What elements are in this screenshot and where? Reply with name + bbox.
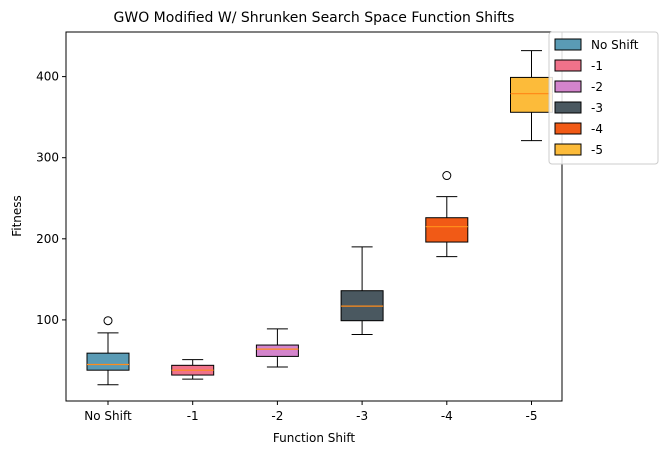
outlier-point: [442, 171, 452, 181]
box-0: [86, 316, 130, 386]
legend-item: -1: [554, 59, 603, 73]
box-1: [171, 359, 215, 380]
legend-label: -4: [591, 122, 603, 136]
box-4: [425, 171, 469, 258]
x-tick-label: -3: [356, 409, 368, 423]
box-iqr: [86, 352, 130, 371]
box-2: [255, 328, 299, 368]
legend-label: -5: [591, 143, 603, 157]
box-iqr: [255, 344, 299, 357]
x-tick-label: -5: [526, 409, 538, 423]
y-tick-label: 200: [36, 232, 59, 246]
box-iqr: [510, 76, 553, 113]
legend-swatch: [554, 59, 582, 72]
legend-item: -4: [554, 122, 603, 136]
box-3: [340, 246, 384, 335]
y-axis-label: Fitness: [10, 195, 24, 237]
legend-label: -1: [591, 59, 603, 73]
legend-swatch: [554, 122, 582, 135]
legend-swatch: [554, 101, 582, 114]
x-tick-label: -4: [441, 409, 453, 423]
legend-swatch: [554, 143, 582, 156]
legend-label: No Shift: [591, 38, 639, 52]
legend-label: -2: [591, 80, 603, 94]
x-axis-label: Function Shift: [273, 431, 355, 445]
y-tick-label: 300: [36, 151, 59, 165]
box-iqr: [425, 217, 469, 243]
legend-label: -3: [591, 101, 603, 115]
chart-title: GWO Modified W/ Shrunken Search Space Fu…: [114, 10, 515, 26]
legend-item: -2: [554, 80, 603, 94]
plot-frame: [65, 31, 563, 402]
outlier-point: [103, 316, 113, 326]
box-5: [510, 50, 553, 142]
x-tick-label: -2: [271, 409, 283, 423]
legend: No Shift -1 -2 -3 -4 -5: [548, 31, 659, 165]
y-tick-label: 400: [36, 70, 59, 84]
x-tick-label: -1: [187, 409, 199, 423]
legend-swatch: [554, 38, 582, 51]
x-tick-label: No Shift: [84, 409, 132, 423]
legend-item: -5: [554, 143, 603, 157]
legend-swatch: [554, 80, 582, 93]
legend-item: No Shift: [554, 38, 639, 52]
legend-item: -3: [554, 101, 603, 115]
y-tick-label: 100: [36, 313, 59, 327]
